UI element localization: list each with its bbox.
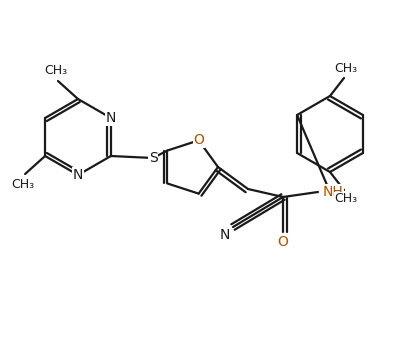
Text: N: N [73, 168, 83, 182]
Text: CH₃: CH₃ [334, 63, 358, 75]
Text: CH₃: CH₃ [334, 193, 358, 206]
Text: S: S [148, 151, 157, 165]
Text: O: O [278, 235, 288, 249]
Text: O: O [193, 133, 204, 147]
Text: N: N [220, 228, 230, 242]
Text: CH₃: CH₃ [12, 177, 35, 190]
Text: CH₃: CH₃ [44, 64, 67, 77]
Text: N: N [106, 111, 116, 125]
Text: NH: NH [323, 185, 344, 199]
